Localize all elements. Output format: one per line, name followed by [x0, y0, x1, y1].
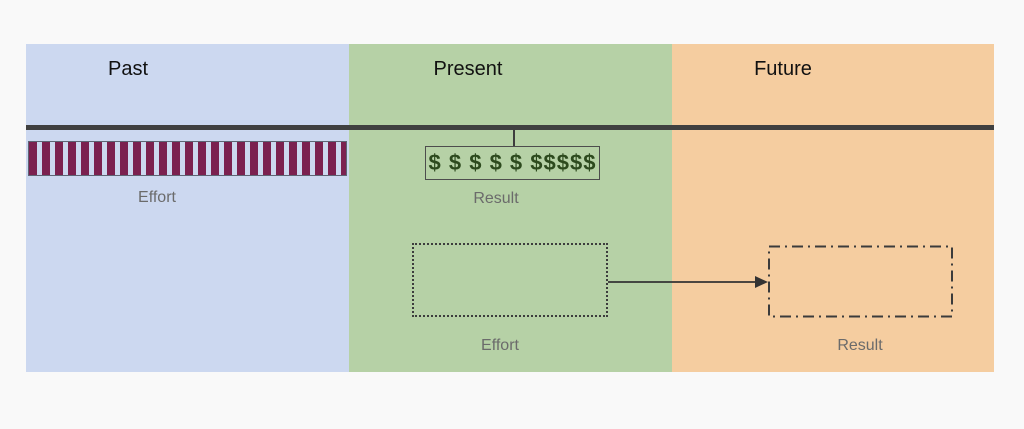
dollar-signs-text: $ $ $ $ $ $$$$$	[428, 150, 597, 175]
column-future	[672, 44, 994, 372]
result-box-present: $ $ $ $ $ $$$$$	[425, 146, 600, 180]
timeline-diagram: Past Present Future Effort $ $ $ $ $ $$$…	[26, 44, 994, 372]
column-header-future: Future	[754, 58, 812, 80]
effort-box-present	[412, 243, 608, 317]
timeline-bar	[26, 125, 994, 130]
column-past	[26, 44, 349, 372]
effort-bar-past	[28, 141, 347, 176]
column-present	[349, 44, 672, 372]
effort-label-past: Effort	[138, 189, 176, 206]
effort-label-present: Effort	[481, 337, 519, 354]
result-connector-line	[513, 130, 515, 147]
column-header-present: Present	[433, 58, 503, 80]
column-header-past: Past	[107, 58, 149, 80]
result-label-future: Result	[837, 337, 883, 354]
result-label-present: Result	[473, 190, 519, 207]
